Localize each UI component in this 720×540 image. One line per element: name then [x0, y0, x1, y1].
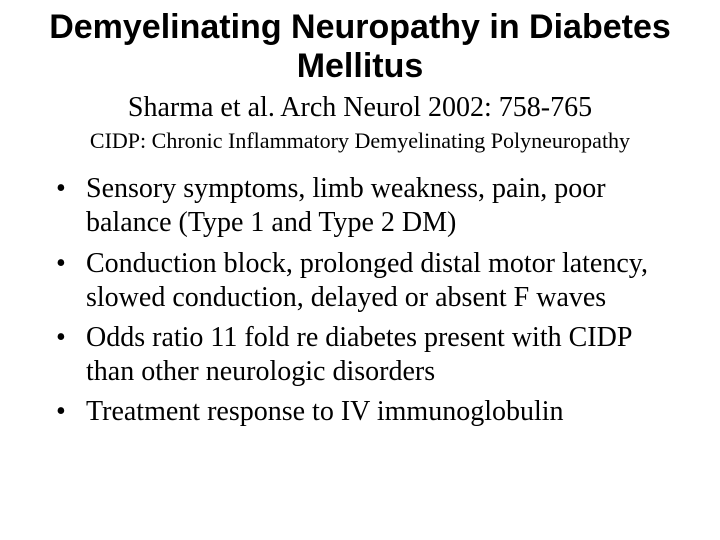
slide-title: Demyelinating Neuropathy in Diabetes Mel…	[40, 8, 680, 86]
definition-line: CIDP: Chronic Inflammatory Demyelinating…	[40, 128, 680, 154]
list-item: Sensory symptoms, limb weakness, pain, p…	[50, 172, 680, 240]
list-item: Odds ratio 11 fold re diabetes present w…	[50, 321, 680, 389]
list-item: Conduction block, prolonged distal motor…	[50, 247, 680, 315]
bullet-list: Sensory symptoms, limb weakness, pain, p…	[50, 172, 680, 429]
citation-line: Sharma et al. Arch Neurol 2002: 758-765	[40, 92, 680, 124]
list-item: Treatment response to IV immunoglobulin	[50, 395, 680, 429]
slide: Demyelinating Neuropathy in Diabetes Mel…	[0, 0, 720, 540]
